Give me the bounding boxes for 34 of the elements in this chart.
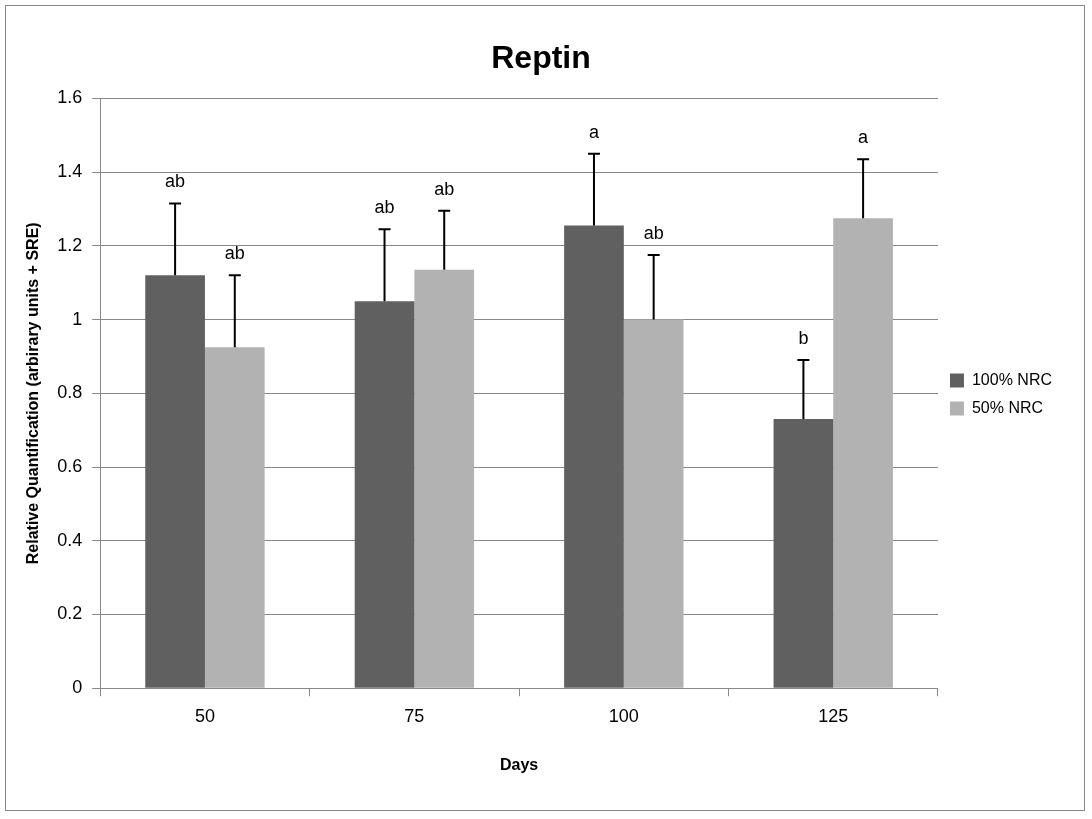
legend-label: 50% NRC: [971, 398, 1044, 416]
y-tick-label: 1.2: [57, 234, 83, 255]
annotation: ab: [224, 243, 245, 264]
y-tick-label: 0.6: [57, 455, 83, 476]
y-tick-label: 0.2: [57, 603, 83, 624]
bar: [564, 225, 624, 688]
y-tick-label: 0.8: [57, 382, 83, 403]
bar: [623, 319, 684, 688]
y-tick-label: 0.4: [57, 529, 83, 550]
annotation: ab: [643, 223, 664, 244]
annotation: a: [858, 127, 870, 148]
x-tick-label: 50: [194, 705, 215, 726]
annotation: ab: [165, 171, 186, 192]
annotation: ab: [434, 178, 455, 199]
bar: [414, 269, 475, 688]
y-tick-label: 1.6: [57, 87, 83, 108]
chart-title: Reptin: [491, 39, 591, 76]
annotation: a: [588, 121, 600, 142]
annotation: ab: [374, 197, 395, 218]
y-tick-label: 0: [72, 677, 83, 698]
x-tick-label: 100: [608, 705, 639, 726]
y-axis-title: Relative Quantification (arbirary units + SRE): [24, 222, 42, 565]
bar: [204, 347, 265, 688]
bar: [145, 275, 205, 688]
y-tick-label: 1: [72, 308, 83, 329]
legend-label: 100% NRC: [971, 370, 1052, 388]
x-axis-title: Days: [499, 755, 539, 773]
bar: [773, 419, 834, 688]
bar: [833, 218, 893, 688]
x-tick-label: 75: [404, 705, 425, 726]
x-tick-label: 125: [818, 705, 849, 726]
annotation: b: [798, 328, 809, 349]
bar: [354, 301, 415, 688]
y-tick-label: 1.4: [57, 161, 83, 182]
